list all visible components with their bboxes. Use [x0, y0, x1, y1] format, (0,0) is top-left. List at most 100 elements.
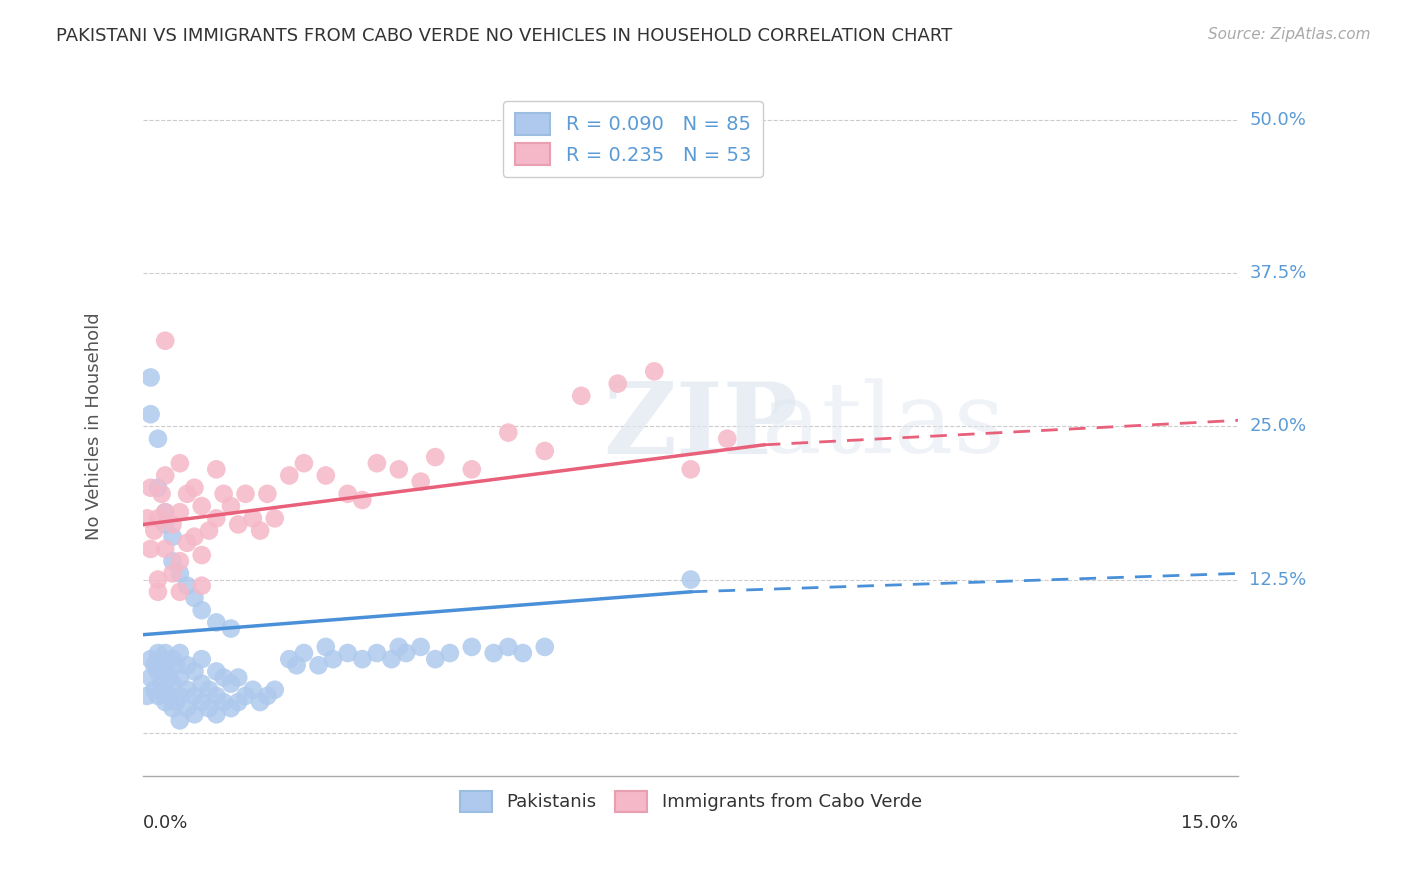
Point — [198, 682, 221, 697]
Point — [643, 364, 665, 378]
Point — [150, 487, 173, 501]
Point — [139, 541, 162, 556]
Point — [716, 432, 738, 446]
Point — [226, 671, 249, 685]
Point — [183, 707, 205, 722]
Point — [226, 517, 249, 532]
Point — [461, 640, 484, 654]
Point — [162, 566, 184, 581]
Point — [183, 689, 205, 703]
Point — [308, 658, 330, 673]
Point — [146, 584, 169, 599]
Point — [336, 487, 359, 501]
Point — [146, 665, 169, 679]
Point — [352, 492, 374, 507]
Point — [439, 646, 461, 660]
Point — [190, 695, 212, 709]
Point — [235, 487, 257, 501]
Point — [176, 536, 198, 550]
Point — [136, 511, 159, 525]
Point — [388, 462, 411, 476]
Point — [155, 334, 177, 348]
Point — [155, 505, 177, 519]
Point — [219, 701, 242, 715]
Point — [388, 640, 411, 654]
Point — [461, 462, 484, 476]
Point — [146, 511, 169, 525]
Point — [249, 524, 271, 538]
Text: ZIP: ZIP — [603, 378, 799, 475]
Point — [183, 665, 205, 679]
Point — [143, 682, 166, 697]
Point — [425, 450, 447, 464]
Point — [205, 707, 228, 722]
Point — [155, 646, 177, 660]
Point — [606, 376, 628, 391]
Point — [157, 671, 180, 685]
Point — [292, 456, 315, 470]
Point — [183, 591, 205, 605]
Point — [146, 573, 169, 587]
Point — [155, 517, 177, 532]
Point — [409, 640, 432, 654]
Point — [190, 499, 212, 513]
Point — [143, 524, 166, 538]
Point — [139, 481, 162, 495]
Point — [336, 646, 359, 660]
Point — [285, 658, 308, 673]
Text: atlas: atlas — [762, 378, 1005, 475]
Point — [146, 646, 169, 660]
Point — [366, 456, 388, 470]
Point — [190, 579, 212, 593]
Point — [498, 425, 520, 440]
Point — [155, 695, 177, 709]
Point — [162, 530, 184, 544]
Point — [162, 517, 184, 532]
Point — [139, 671, 162, 685]
Point — [139, 652, 162, 666]
Point — [176, 658, 198, 673]
Point — [169, 566, 191, 581]
Text: 15.0%: 15.0% — [1181, 814, 1239, 832]
Point — [205, 511, 228, 525]
Point — [169, 584, 191, 599]
Point — [219, 622, 242, 636]
Point — [155, 682, 177, 697]
Point — [190, 652, 212, 666]
Point — [512, 646, 534, 660]
Point — [315, 640, 337, 654]
Point — [249, 695, 271, 709]
Point — [226, 695, 249, 709]
Point — [482, 646, 505, 660]
Point — [679, 573, 702, 587]
Point — [146, 689, 169, 703]
Point — [242, 511, 264, 525]
Point — [169, 646, 191, 660]
Point — [292, 646, 315, 660]
Point — [395, 646, 418, 660]
Point — [169, 554, 191, 568]
Point — [263, 682, 285, 697]
Point — [150, 676, 173, 690]
Point — [533, 444, 555, 458]
Text: 12.5%: 12.5% — [1250, 571, 1306, 589]
Point — [162, 554, 184, 568]
Point — [425, 652, 447, 666]
Point — [162, 701, 184, 715]
Text: No Vehicles in Household: No Vehicles in Household — [86, 313, 103, 541]
Point — [263, 511, 285, 525]
Point — [155, 505, 177, 519]
Point — [176, 487, 198, 501]
Point — [278, 468, 301, 483]
Point — [366, 646, 388, 660]
Legend: Pakistanis, Immigrants from Cabo Verde: Pakistanis, Immigrants from Cabo Verde — [453, 783, 929, 819]
Point — [219, 676, 242, 690]
Point — [198, 701, 221, 715]
Point — [165, 658, 187, 673]
Point — [157, 689, 180, 703]
Point — [212, 671, 235, 685]
Point — [409, 475, 432, 489]
Text: 0.0%: 0.0% — [143, 814, 188, 832]
Point — [212, 487, 235, 501]
Point — [219, 499, 242, 513]
